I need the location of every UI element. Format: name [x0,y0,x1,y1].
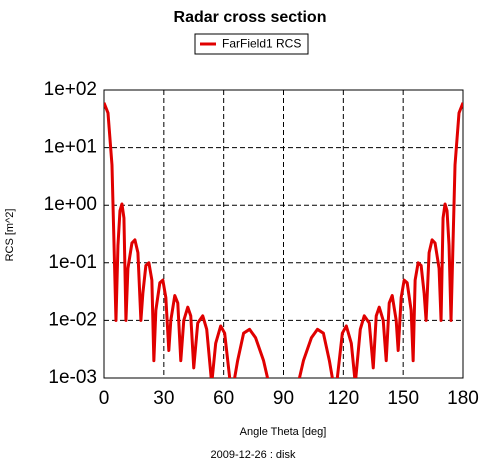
y-tick-label: 1e-02 [48,309,97,330]
x-tick-label: 180 [447,388,479,409]
x-tick-label: 30 [153,388,174,409]
legend-box [194,33,309,55]
x-tick-label: 150 [387,388,419,409]
x-tick-label: 0 [99,388,110,409]
x-tick-label: 120 [327,388,359,409]
y-tick-label: 1e-03 [48,367,97,388]
y-tick-label: 1e+00 [44,194,97,215]
chart-title: Radar cross section [174,9,327,26]
x-tick-label: 90 [273,388,294,409]
y-axis-label: RCS [m^2] [4,209,16,262]
y-tick-label: 1e+01 [44,137,97,158]
y-tick-label: 1e+02 [44,79,97,100]
y-tick-label: 1e-01 [48,252,97,273]
series-line [104,102,463,378]
x-axis-label: Angle Theta [deg] [240,426,327,438]
legend-label: FarField1 RCS [222,37,301,51]
footer: 2009-12-26 : disk [211,449,296,461]
plot-frame [103,89,464,379]
x-tick-label: 60 [213,388,234,409]
